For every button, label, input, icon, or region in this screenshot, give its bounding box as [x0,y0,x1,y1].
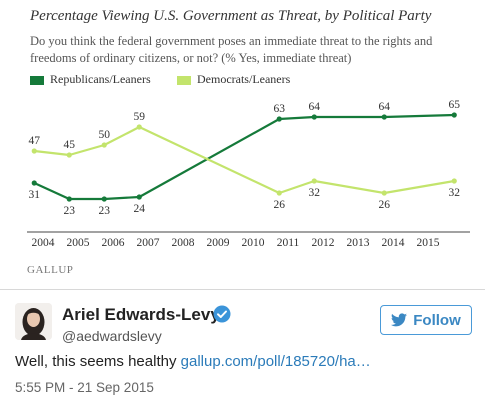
data-label-democrats-3: 59 [134,111,146,123]
data-label-democrats-1: 45 [64,139,76,151]
series-line-republicans [33,113,455,201]
data-label-republicans-4: 63 [274,103,286,115]
legend-item-democrats: Democrats/Leaners [177,72,290,87]
data-label-republicans-2: 23 [99,205,111,217]
data-point-republicans-5 [311,114,317,120]
author-name[interactable]: Ariel Edwards-Levy [62,305,220,324]
data-point-democrats-6 [381,190,387,196]
author-handle[interactable]: @aedwardslevy [62,328,162,344]
x-tick-label-2015: 2015 [417,237,440,249]
data-point-republicans-4 [276,116,282,122]
avatar-portrait-icon [15,303,52,340]
chart-title: Percentage Viewing U.S. Government as Th… [30,8,432,24]
data-label-republicans-5: 64 [309,101,321,113]
data-point-democrats-3 [136,124,142,130]
x-tick-label-2006: 2006 [102,237,125,249]
gallup-logo: GALLUP [27,264,74,276]
series-line-democrats [34,125,455,195]
x-tick-label-2012: 2012 [312,237,335,249]
follow-button-label: Follow [413,311,461,329]
data-label-republicans-3: 24 [134,203,146,215]
data-point-republicans-3 [136,194,142,200]
data-label-republicans-7: 65 [449,99,461,111]
data-point-democrats-2 [101,142,107,148]
data-label-republicans-6: 64 [379,101,391,113]
divider [0,289,485,290]
data-point-republicans-7 [451,112,457,118]
follow-button[interactable]: Follow [380,305,472,335]
x-tick-label-2014: 2014 [382,237,405,249]
x-tick-label-2011: 2011 [277,237,300,249]
tweet-link[interactable]: gallup.com/poll/185720/ha… [180,353,371,370]
data-point-republicans-6 [381,114,387,120]
data-label-republicans-0: 31 [29,189,41,201]
data-point-democrats-7 [451,178,457,184]
line-chart: 2004 2005 2006 2007 2008 2009 2010 2011 2012 2013… [27,99,470,249]
data-label-democrats-0: 47 [29,135,41,147]
x-tick-label-2013: 2013 [347,237,370,249]
x-tick-label-2008: 2008 [172,237,195,249]
data-label-democrats-4: 26 [274,199,286,211]
data-label-democrats-2: 50 [99,129,111,141]
data-point-democrats-5 [311,178,317,184]
data-point-democrats-4 [276,190,282,196]
tweet-timestamp[interactable]: 5:55 PM - 21 Sep 2015 [15,380,154,395]
data-point-republicans-2 [101,196,107,202]
data-label-democrats-5: 32 [309,187,321,199]
author-avatar[interactable] [15,303,52,340]
verified-badge-icon [213,305,231,323]
data-point-democrats-0 [31,148,37,154]
data-point-republicans-0 [31,180,37,186]
tweet-text: Well, this seems healthy gallup.com/poll… [15,353,371,370]
data-point-democrats-1 [66,152,72,158]
legend-label-democrats: Democrats/Leaners [197,72,291,86]
x-tick-label-2010: 2010 [242,237,265,249]
x-tick-label-2009: 2009 [207,237,230,249]
data-label-republicans-1: 23 [64,205,76,217]
legend-swatch-democrats [177,75,191,85]
chart-subtitle: Do you think the federal government pose… [30,34,433,65]
x-tick-label-2007: 2007 [137,237,160,249]
legend-label-republicans: Republicans/Leaners [50,72,151,86]
x-tick-label-2004: 2004 [32,237,55,249]
data-label-democrats-6: 26 [379,199,391,211]
legend-item-republicans: Republicans/Leaners [30,72,151,87]
tweet-body: Well, this seems healthy [15,353,177,370]
data-label-democrats-7: 32 [449,187,461,199]
legend-swatch-republicans [30,75,44,85]
x-tick-label-2005: 2005 [67,237,90,249]
twitter-bird-icon [391,313,408,327]
data-point-republicans-1 [66,196,72,202]
